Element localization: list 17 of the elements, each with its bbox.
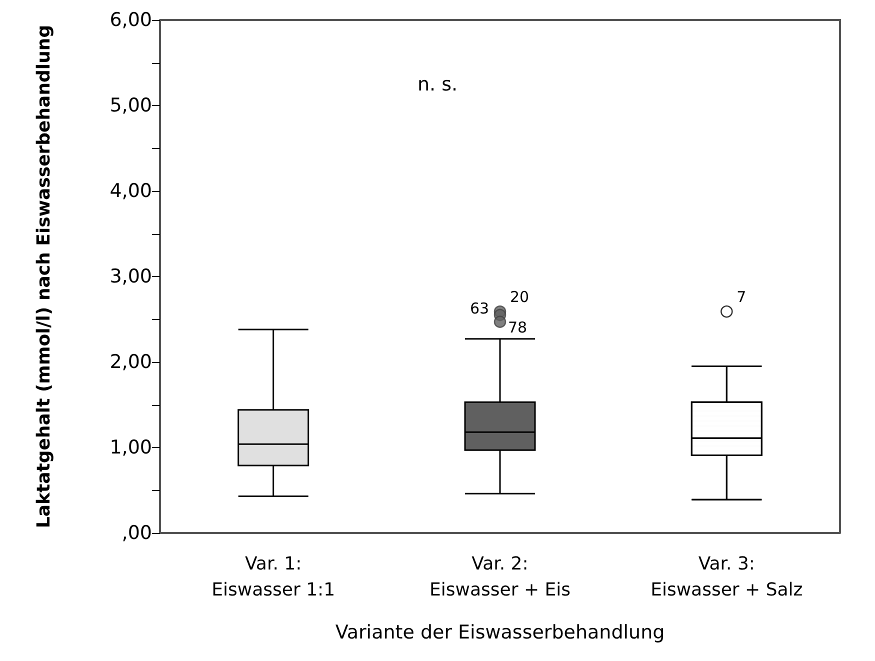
- x-tick-label: Var. 3: Eiswasser + Salz: [650, 554, 803, 600]
- y-tick-label: ,00: [122, 522, 152, 544]
- x-axis-title: Variante der Eiswasserbehandlung: [335, 622, 665, 644]
- x-tick-label: Var. 1: Eiswasser 1:1: [212, 554, 336, 600]
- y-tick-label: 6,00: [110, 9, 152, 31]
- annotation: 78: [508, 318, 528, 336]
- annotation: n. s.: [417, 74, 458, 96]
- x-tick-label: Var. 2: Eiswasser + Eis: [429, 554, 571, 600]
- y-tick-label: 3,00: [110, 266, 152, 288]
- y-tick-label: 1,00: [110, 436, 152, 458]
- annotation: 20: [510, 288, 530, 306]
- annotation: 63: [470, 299, 490, 318]
- y-axis-title: Laktatgehalt (mmol/l) nach Eiswasserbehandlung: [34, 24, 54, 528]
- y-tick-label: 5,00: [110, 94, 152, 116]
- y-tick-label: 2,00: [110, 351, 152, 373]
- y-tick-label: 4,00: [110, 180, 152, 202]
- annotation: 7: [736, 288, 746, 306]
